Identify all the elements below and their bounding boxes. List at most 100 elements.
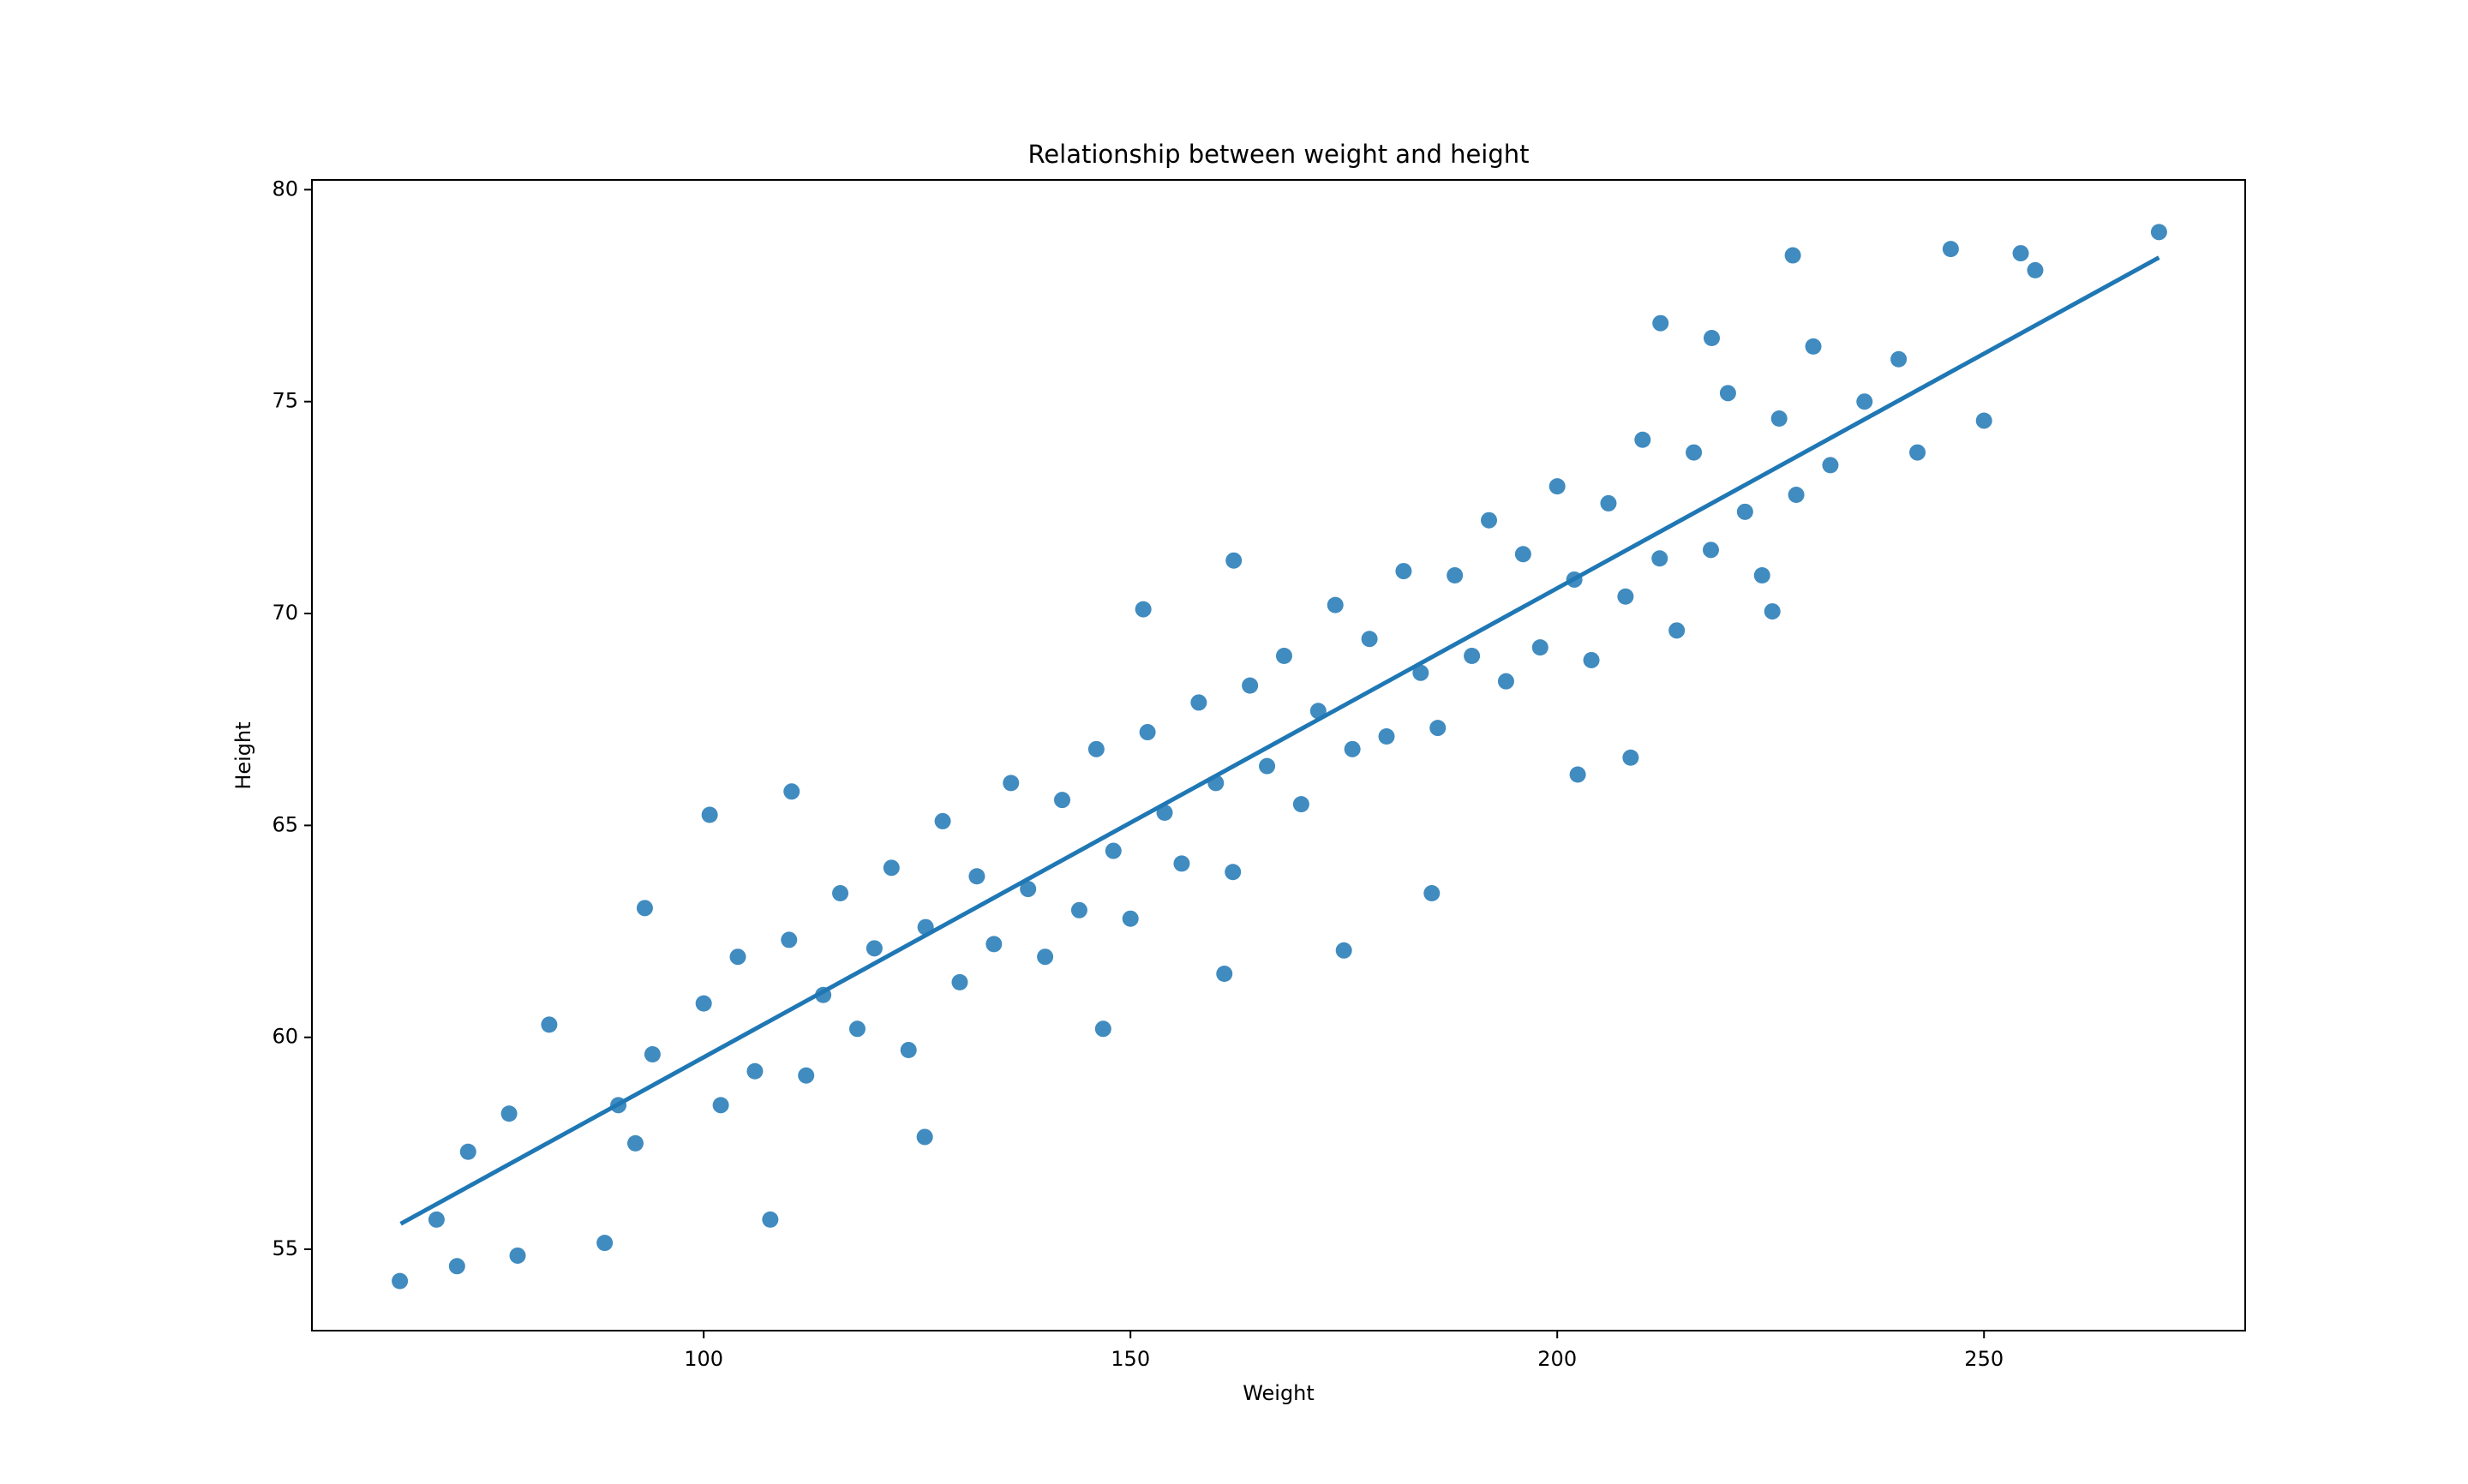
scatter-point xyxy=(1003,775,1020,792)
scatter-point xyxy=(2012,245,2029,262)
x-tick-label: 150 xyxy=(1111,1347,1150,1371)
scatter-point xyxy=(695,995,712,1012)
scatter-point xyxy=(1634,431,1651,448)
scatter-point xyxy=(1423,885,1441,902)
scatter-point xyxy=(428,1211,445,1228)
scatter-point xyxy=(1686,444,1703,461)
scatter-point xyxy=(1275,648,1292,665)
scatter-point xyxy=(1094,1020,1111,1038)
scatter-point xyxy=(1719,385,1736,402)
scatter-point xyxy=(1703,330,1720,347)
scatter-point xyxy=(1139,724,1156,741)
scatter-point xyxy=(1242,677,1259,694)
scatter-point xyxy=(1736,503,1753,520)
scatter-point xyxy=(644,1045,661,1062)
scatter-point xyxy=(1569,766,1586,783)
scatter-point xyxy=(1764,603,1781,620)
scatter-point xyxy=(798,1067,815,1084)
y-tick-label: 55 xyxy=(272,1236,298,1260)
scatter-point xyxy=(1822,457,1839,474)
x-tick-label: 200 xyxy=(1537,1347,1577,1371)
scatter-point xyxy=(1135,601,1152,618)
scatter-point xyxy=(1531,639,1548,656)
chart-title: Relationship between weight and height xyxy=(1027,140,1529,169)
scatter-point xyxy=(1622,749,1639,766)
y-tick-label: 80 xyxy=(272,177,298,200)
scatter-point xyxy=(1514,546,1531,563)
y-tick-label: 60 xyxy=(272,1025,298,1049)
scatter-point xyxy=(1190,694,1207,711)
scatter-point xyxy=(1395,563,1412,580)
scatter-point xyxy=(1122,910,1139,927)
scatter-point xyxy=(934,812,951,829)
scatter-point xyxy=(626,1134,644,1152)
scatter-point xyxy=(1216,965,1233,982)
scatter-point xyxy=(900,1042,917,1059)
scatter-point xyxy=(459,1143,476,1160)
scatter-point xyxy=(1975,412,1992,429)
scatter-point xyxy=(1583,651,1600,668)
scatter-point xyxy=(781,931,798,948)
scatter-point xyxy=(2150,224,2167,241)
scatter-point xyxy=(1020,881,1037,898)
scatter-point xyxy=(1054,792,1071,809)
scatter-point xyxy=(866,940,883,957)
y-axis-label: Height xyxy=(231,721,255,789)
scatter-point xyxy=(1497,673,1514,690)
scatter-point xyxy=(1105,842,1122,859)
scatter-point xyxy=(783,783,800,800)
scatter-point xyxy=(500,1105,518,1122)
scatter-point xyxy=(1856,393,1873,410)
scatter-point xyxy=(1702,542,1719,559)
scatter-point xyxy=(2027,261,2044,278)
scatter-point xyxy=(1070,901,1087,919)
scatter-point xyxy=(832,885,849,902)
regression-line xyxy=(399,255,2160,1226)
scatter-point xyxy=(1225,864,1242,881)
scatter-point xyxy=(509,1247,526,1264)
plot-area xyxy=(392,224,2167,1290)
scatter-point xyxy=(1412,664,1429,681)
scatter-point xyxy=(1784,247,1801,264)
scatter-point xyxy=(1037,948,1054,966)
scatter-point xyxy=(1753,567,1770,584)
axes-frame xyxy=(311,179,2246,1331)
scatter-point xyxy=(1292,796,1309,813)
scatter-point xyxy=(1225,552,1243,569)
y-tick-label: 70 xyxy=(272,601,298,625)
scatter-point xyxy=(1378,727,1395,745)
scatter-point xyxy=(916,1128,933,1146)
scatter-point xyxy=(1087,740,1105,757)
x-tick-label: 100 xyxy=(684,1347,723,1371)
scatter-point xyxy=(1890,350,1908,368)
scatter-point xyxy=(762,1211,779,1228)
x-tick-label: 250 xyxy=(1964,1347,2004,1371)
scatter-point xyxy=(1617,588,1634,605)
scatter-point xyxy=(1788,487,1805,504)
scatter-point xyxy=(1464,648,1481,665)
scatter-point xyxy=(596,1235,614,1252)
scatter-point xyxy=(712,1097,729,1114)
scatter-point xyxy=(1942,241,1959,258)
scatter-point xyxy=(636,900,653,917)
scatter-point xyxy=(1259,757,1276,775)
scatter-point xyxy=(746,1062,764,1080)
scatter-point xyxy=(1668,622,1686,639)
scatter-point xyxy=(1600,494,1617,512)
scatter-point xyxy=(1909,444,1926,461)
scatter-point xyxy=(1548,478,1566,495)
scatter-point xyxy=(1651,550,1668,567)
y-tick-label: 65 xyxy=(272,812,298,836)
y-tick-label: 75 xyxy=(272,389,298,413)
scatter-point xyxy=(1327,596,1344,613)
scatter-point xyxy=(1652,314,1669,332)
scatter-point xyxy=(1429,720,1447,737)
scatter-point xyxy=(951,973,968,990)
scatter-point xyxy=(1770,410,1788,427)
scatter-point xyxy=(883,859,900,877)
scatter-point xyxy=(968,868,985,885)
scatter-point xyxy=(448,1258,465,1275)
